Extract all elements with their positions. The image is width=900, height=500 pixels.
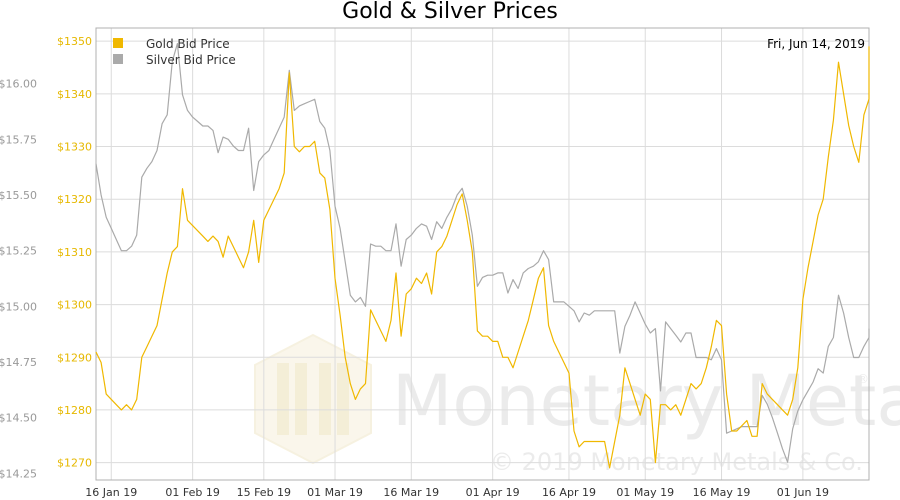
watermark-logo-icon xyxy=(254,333,372,465)
y-right-tick-label: $14.75 xyxy=(0,356,37,369)
date-label: Fri, Jun 14, 2019 xyxy=(767,37,865,51)
y-axis-left: $1270 $1280 $1290 $1300 $1310 $1320 $1330 $1340… xyxy=(57,35,92,469)
watermark-brand: Monetary Metals xyxy=(392,360,900,442)
x-tick-label: 16 Jan 19 xyxy=(85,486,137,499)
series-lines xyxy=(95,43,870,469)
series-line-gold xyxy=(95,46,870,469)
y-left-tick-label: $1290 xyxy=(57,351,92,364)
y-right-tick-label: $15.25 xyxy=(0,245,37,258)
plot-area xyxy=(95,27,870,481)
x-tick-label: 16 Mar 19 xyxy=(383,486,439,499)
x-tick-label: 15 Feb 19 xyxy=(237,486,291,499)
watermark-copyright: © 2019 Monetary Metals & Co. xyxy=(490,448,863,476)
grid xyxy=(96,28,869,480)
legend: Gold Bid Price Silver Bid Price xyxy=(113,37,236,67)
y-left-tick-label: $1350 xyxy=(57,35,92,48)
x-tick-label: 01 May 19 xyxy=(616,486,674,499)
y-left-tick-label: $1300 xyxy=(57,299,92,312)
y-right-tick-label: $14.25 xyxy=(0,467,37,480)
y-left-tick-label: $1320 xyxy=(57,193,92,206)
x-axis: 16 Jan 19 01 Feb 19 15 Feb 19 01 Mar 19 16 M… xyxy=(85,486,829,499)
y-right-tick-label: $14.50 xyxy=(0,412,37,425)
watermark-registered: ® xyxy=(857,372,869,386)
x-tick-label: 01 Mar 19 xyxy=(307,486,363,499)
y-right-tick-label: $16.00 xyxy=(0,78,37,91)
watermark: Monetary Metals ® © 2019 Monetary Metals… xyxy=(254,333,900,476)
legend-swatch-gold xyxy=(113,38,123,48)
y-left-tick-label: $1330 xyxy=(57,141,92,154)
legend-swatch-silver xyxy=(113,54,123,64)
y-left-tick-label: $1340 xyxy=(57,88,92,101)
y-left-tick-label: $1280 xyxy=(57,404,92,417)
x-tick-label: 01 Feb 19 xyxy=(165,486,219,499)
chart-title: Gold & Silver Prices xyxy=(342,0,558,24)
y-left-tick-label: $1270 xyxy=(57,457,92,470)
x-tick-label: 01 Apr 19 xyxy=(466,486,520,499)
legend-label-gold: Gold Bid Price xyxy=(146,37,230,51)
y-axis-right: $14.25 $14.50 $14.75 $15.00 $15.25 $15.50 $15.… xyxy=(0,78,37,481)
y-left-tick-label: $1310 xyxy=(57,246,92,259)
x-tick-label: 16 May 19 xyxy=(693,486,751,499)
y-right-tick-label: $15.75 xyxy=(0,133,37,146)
y-right-tick-label: $15.50 xyxy=(0,189,37,202)
legend-label-silver: Silver Bid Price xyxy=(146,53,236,67)
y-right-tick-label: $15.00 xyxy=(0,300,37,313)
series-line-silver xyxy=(95,43,870,463)
x-tick-label: 16 Apr 19 xyxy=(542,486,596,499)
x-tick-label: 01 Jun 19 xyxy=(777,486,829,499)
